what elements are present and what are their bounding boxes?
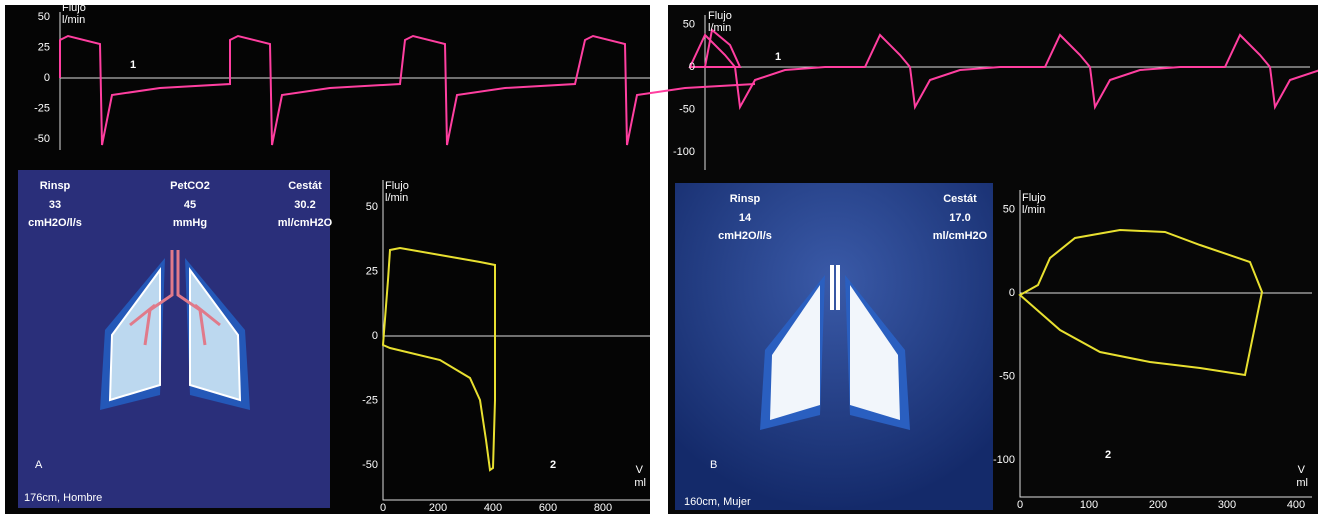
y-tick-label: 0 <box>44 72 50 84</box>
param-value: 30.2 <box>294 199 315 211</box>
y-tick-label: -25 <box>362 394 378 406</box>
patient-info: 176cm, Hombre <box>24 492 102 504</box>
x-tick-label: 300 <box>1218 499 1236 511</box>
flow-volume-loop <box>1018 228 1264 377</box>
panel-label: B <box>710 459 717 471</box>
info-box <box>675 183 993 510</box>
x-tick-label: 400 <box>484 502 502 514</box>
param-value: 17.0 <box>949 212 970 224</box>
loop-title: Flujo <box>1022 192 1046 204</box>
flow-unit: l/min <box>708 22 731 34</box>
param-unit: ml/cmH2O <box>933 230 988 242</box>
y-tick-label: 25 <box>366 265 378 277</box>
x-axis-unit: ml <box>634 477 646 489</box>
loop-unit: l/min <box>385 192 408 204</box>
loop-title: Flujo <box>385 180 409 192</box>
param-unit: mmHg <box>173 217 207 229</box>
info-box <box>18 170 330 508</box>
x-tick-label: 400 <box>1287 499 1305 511</box>
marker: 1 <box>775 51 781 63</box>
param-unit: cmH2O/l/s <box>718 230 772 242</box>
flow-title: Flujo <box>708 10 732 22</box>
y-tick-label: 0 <box>372 330 378 342</box>
param-name: Rinsp <box>730 193 761 205</box>
y-tick-label: -25 <box>34 102 50 114</box>
param-unit: cmH2O/l/s <box>28 217 82 229</box>
y-tick-label: -50 <box>999 370 1015 382</box>
param-name: Cestát <box>288 180 322 192</box>
patient-info: 160cm, Mujer <box>684 496 751 508</box>
marker: 1 <box>130 59 136 71</box>
y-tick-label: -50 <box>362 459 378 471</box>
axis <box>60 77 650 501</box>
y-tick-label: -50 <box>34 133 50 145</box>
y-tick-label: 25 <box>38 41 50 53</box>
param-unit: ml/cmH2O <box>278 217 333 229</box>
lung-icon <box>760 265 910 430</box>
x-axis-unit: ml <box>1296 477 1308 489</box>
param-value: 33 <box>49 199 61 211</box>
x-tick-label: 200 <box>1149 499 1167 511</box>
flow-waveform <box>59 34 756 146</box>
y-tick-label: -100 <box>673 146 695 158</box>
y-tick-label: 0 <box>1009 287 1015 299</box>
marker: 2 <box>550 459 556 471</box>
y-tick-label: 0 <box>689 61 695 73</box>
flow-waveform <box>688 28 1318 111</box>
x-axis-title: V <box>636 464 644 476</box>
marker: 2 <box>1105 449 1111 461</box>
x-axis-title: V <box>1298 464 1306 476</box>
y-tick-label: 50 <box>1003 203 1015 215</box>
param-value: 45 <box>184 199 196 211</box>
flow-title: Flujo <box>62 2 86 14</box>
param-name: PetCO2 <box>170 180 210 192</box>
param-value: 14 <box>739 212 752 224</box>
loop-unit: l/min <box>1022 204 1045 216</box>
x-tick-label: 200 <box>429 502 447 514</box>
x-tick-label: 0 <box>1017 499 1023 511</box>
x-tick-label: 600 <box>539 502 557 514</box>
y-tick-label: -50 <box>679 103 695 115</box>
param-name: Cestát <box>943 193 977 205</box>
x-tick-label: 100 <box>1080 499 1098 511</box>
x-tick-label: 800 <box>594 502 612 514</box>
flow-unit: l/min <box>62 14 85 26</box>
y-tick-label: 50 <box>366 201 378 213</box>
flow-volume-loop <box>381 246 496 472</box>
param-name: Rinsp <box>40 180 71 192</box>
lung-icon <box>100 250 250 410</box>
y-tick-label: 50 <box>38 11 50 23</box>
y-tick-label: 50 <box>683 18 695 30</box>
y-tick-label: -100 <box>993 454 1015 466</box>
panel-label: A <box>35 459 43 471</box>
x-tick-label: 0 <box>380 502 386 514</box>
